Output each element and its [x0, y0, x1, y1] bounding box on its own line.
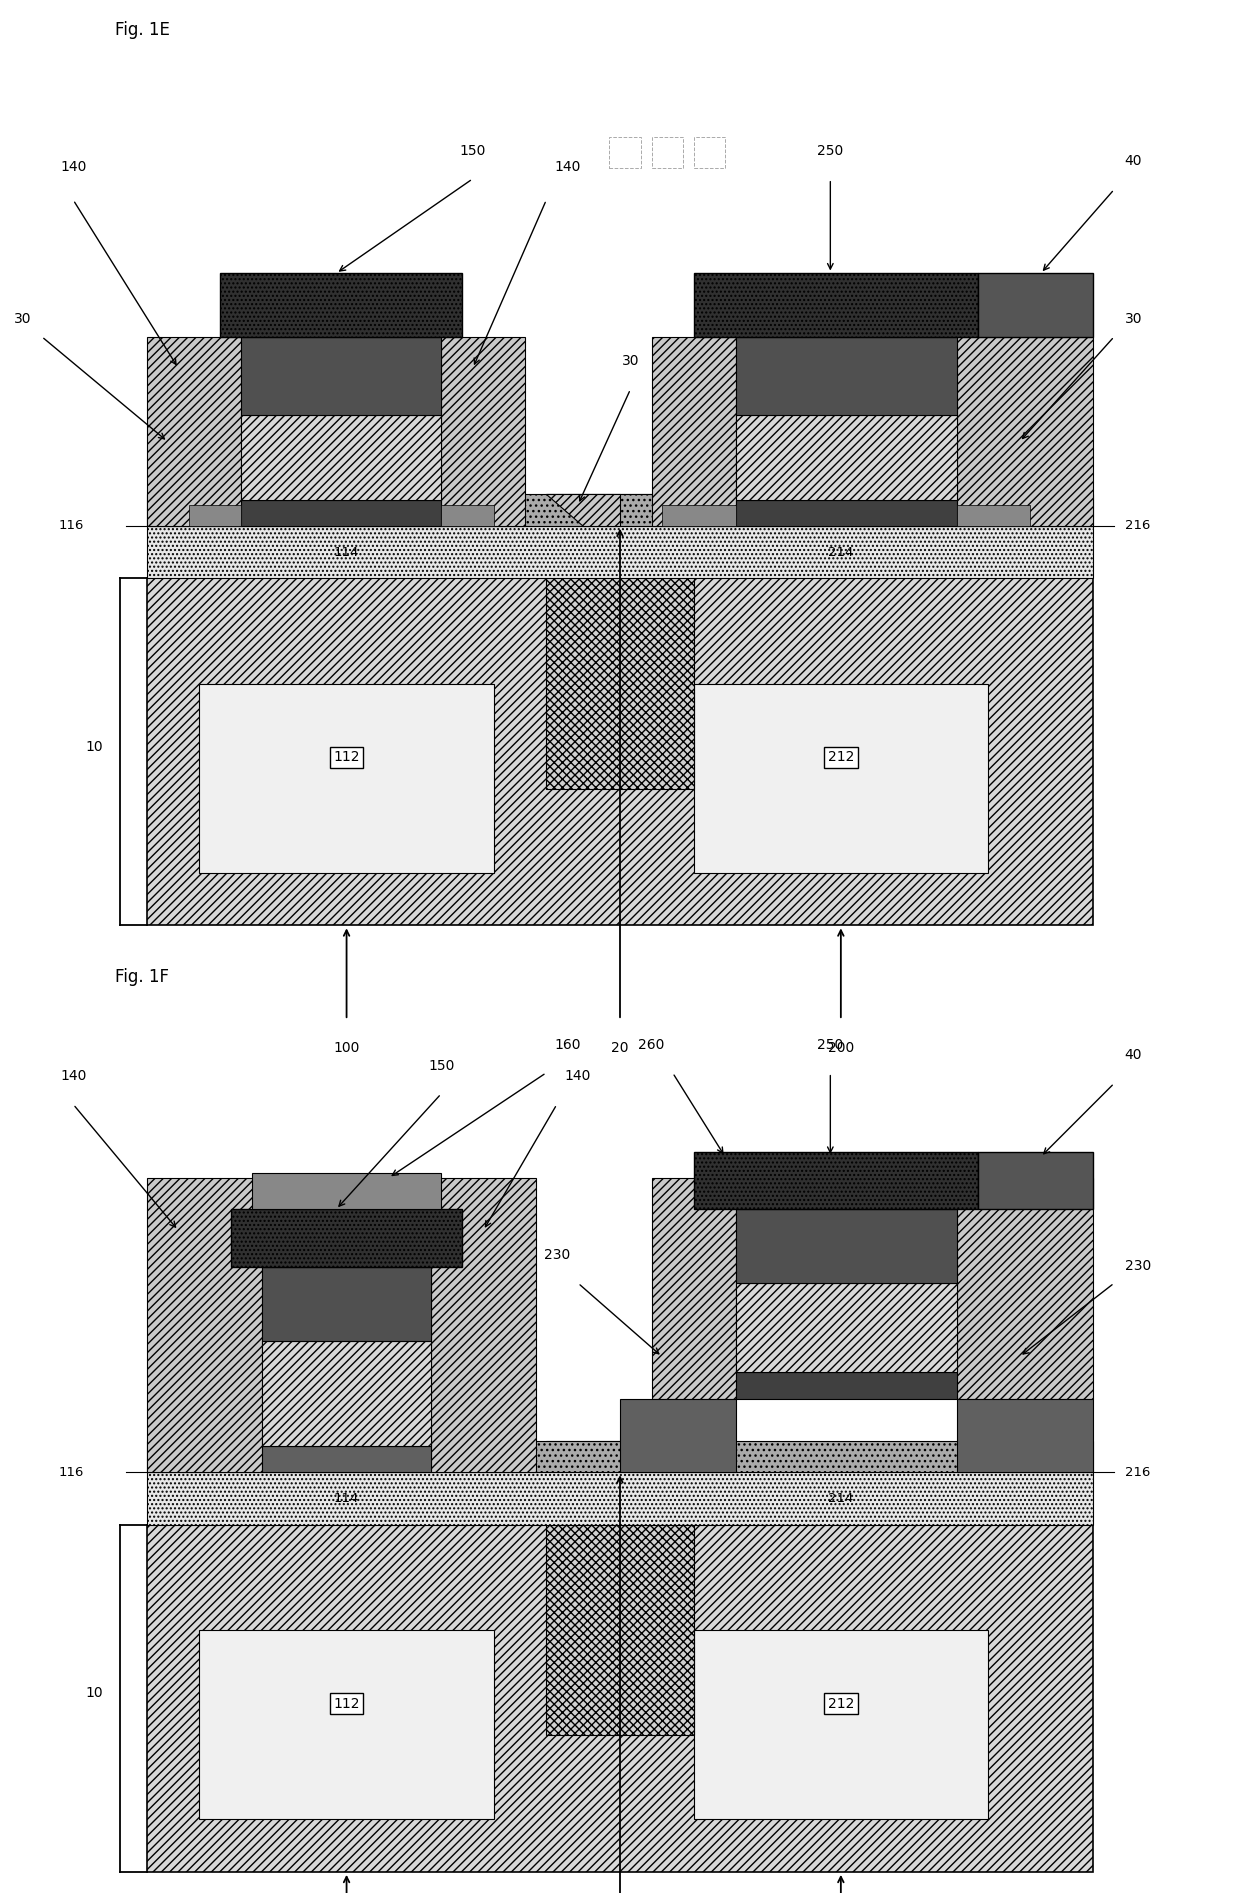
Text: 150: 150 [428, 1058, 454, 1073]
Text: 100: 100 [334, 1041, 360, 1054]
Bar [263, 1266, 430, 1340]
Bar [651, 136, 683, 168]
Bar [693, 1630, 988, 1819]
Bar [956, 337, 1094, 526]
Text: 140: 140 [60, 159, 87, 174]
Bar [547, 1441, 693, 1736]
Bar [146, 494, 1094, 526]
Text: 112: 112 [334, 1696, 360, 1711]
Text: 140: 140 [564, 1070, 591, 1083]
Bar [200, 1630, 494, 1819]
Bar [252, 1172, 441, 1210]
Bar [146, 579, 1094, 926]
Bar [441, 337, 526, 526]
Bar [735, 1372, 956, 1399]
Bar [146, 526, 1094, 579]
Text: 10: 10 [86, 740, 103, 753]
Bar [693, 683, 988, 873]
Bar [146, 1441, 1094, 1473]
Bar [200, 683, 494, 873]
Text: 216: 216 [1125, 519, 1151, 532]
Text: 30: 30 [621, 354, 640, 367]
Text: 212: 212 [827, 1696, 854, 1711]
Text: 116: 116 [58, 1465, 83, 1478]
Text: 114: 114 [334, 545, 360, 558]
Bar [610, 136, 641, 168]
Text: 140: 140 [554, 159, 580, 174]
Bar [231, 1210, 463, 1266]
Bar [430, 1177, 536, 1473]
Text: 112: 112 [334, 750, 360, 765]
Bar [146, 1526, 1094, 1872]
Text: 260: 260 [639, 1037, 665, 1053]
Text: 20: 20 [611, 1041, 629, 1054]
Bar [441, 505, 494, 526]
Bar [651, 1177, 735, 1399]
Bar [221, 273, 463, 337]
Text: 10: 10 [86, 1687, 103, 1700]
Text: Fig. 1E: Fig. 1E [115, 21, 170, 40]
Bar [977, 1151, 1094, 1210]
Bar [242, 500, 441, 526]
Bar [735, 415, 956, 500]
Bar [188, 505, 242, 526]
Text: 114: 114 [334, 1492, 360, 1505]
Bar [735, 337, 956, 415]
Text: Fig. 1F: Fig. 1F [115, 967, 169, 986]
Text: 250: 250 [817, 144, 843, 157]
Bar [146, 337, 242, 526]
Text: 150: 150 [460, 144, 486, 157]
Bar [956, 1177, 1094, 1399]
Bar [146, 1473, 1094, 1526]
Bar [956, 505, 1030, 526]
Text: 250: 250 [817, 1037, 843, 1053]
Bar [693, 1151, 977, 1210]
Text: 200: 200 [828, 1041, 854, 1054]
Bar [242, 337, 441, 415]
Text: 30: 30 [14, 312, 31, 326]
Text: 40: 40 [1125, 1049, 1142, 1062]
Text: 212: 212 [827, 750, 854, 765]
Bar [693, 273, 977, 337]
Bar [242, 415, 441, 500]
Text: 230: 230 [1125, 1259, 1151, 1272]
Bar [956, 1399, 1094, 1473]
Bar [547, 494, 693, 789]
Bar [693, 136, 725, 168]
Polygon shape [547, 494, 620, 526]
Bar [146, 1177, 263, 1473]
Bar [662, 505, 735, 526]
Bar [651, 337, 735, 526]
Text: 214: 214 [828, 1492, 853, 1505]
Bar [263, 1446, 430, 1473]
Bar [263, 1340, 430, 1446]
Text: 216: 216 [1125, 1465, 1151, 1478]
Text: 40: 40 [1125, 153, 1142, 168]
Text: 160: 160 [554, 1037, 580, 1053]
Bar [735, 1283, 956, 1372]
Bar [977, 273, 1094, 337]
Text: 230: 230 [544, 1247, 570, 1263]
Text: 214: 214 [828, 545, 853, 558]
Bar [620, 1399, 735, 1473]
Text: 116: 116 [58, 519, 83, 532]
Bar [735, 1210, 956, 1283]
Text: 30: 30 [1125, 312, 1142, 326]
Bar [735, 500, 956, 526]
Text: 140: 140 [60, 1070, 87, 1083]
